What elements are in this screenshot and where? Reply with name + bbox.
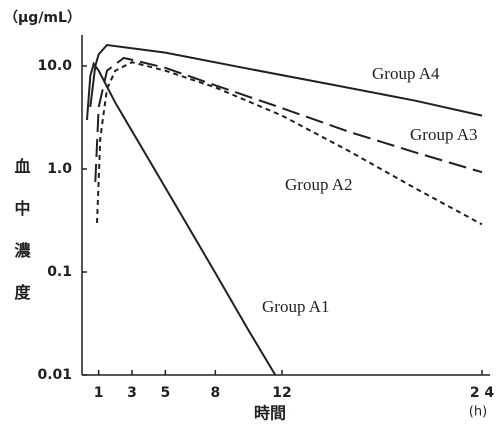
x-tick-label: 3 [127,385,137,401]
x-unit: (h) [469,405,487,420]
series-line [96,61,483,226]
x-tick-label: 8 [210,385,220,401]
y-tick-label: 10.0 [37,58,72,74]
series-line [86,61,277,376]
x-tick-label: 12 [272,385,291,401]
series-label: Group A1 [262,297,330,316]
series-label: Group A4 [372,64,440,83]
series-line [89,43,483,117]
x-axis-label: 時間 [254,404,286,423]
y-tick-label: 0.01 [37,367,72,383]
y-tick-label: 0.1 [47,264,72,280]
x-tick-label: 5 [160,385,170,401]
series-label: Group A2 [285,175,353,194]
y-axis-label: 血中濃度 [12,157,31,326]
x-tick-label: 2 4 [470,385,495,401]
series-line [94,56,483,182]
x-tick-label: 1 [94,385,104,401]
y-unit: （μg/mL） [4,10,81,26]
series-label: Group A3 [410,125,478,144]
y-tick-label: 1.0 [47,161,72,177]
